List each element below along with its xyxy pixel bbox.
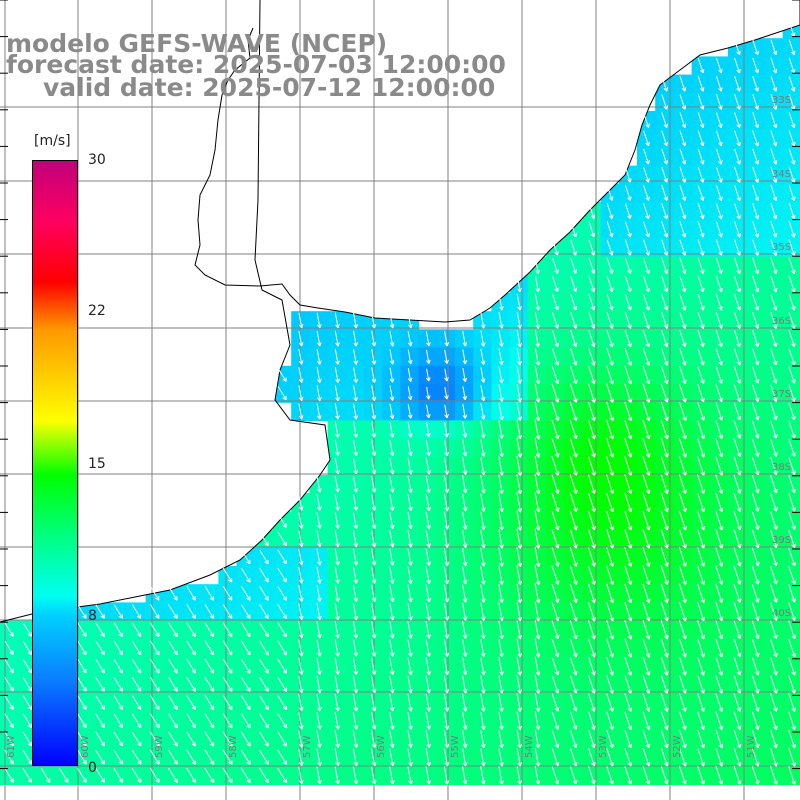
lon-label: 60W xyxy=(80,735,91,758)
lat-label: 35S xyxy=(772,242,791,253)
lat-label: 39S xyxy=(772,535,791,546)
lon-label: 59W xyxy=(154,735,165,758)
lat-label: 37S xyxy=(772,389,791,400)
valid-date: valid date: 2025-07-12 12:00:00 xyxy=(43,73,496,102)
colorbar-tick-30: 30 xyxy=(88,152,106,168)
model-title: modelo GEFS-WAVE (NCEP) xyxy=(6,29,388,58)
lat-label: 38S xyxy=(772,462,791,473)
lon-label: 57W xyxy=(302,735,313,758)
lon-label: 54W xyxy=(524,735,535,758)
lon-label: 51W xyxy=(746,735,757,758)
lon-label: 53W xyxy=(598,735,609,758)
forecast-date: forecast date: 2025-07-03 12:00:00 xyxy=(6,50,506,79)
lat-label: 36S xyxy=(772,316,791,327)
lon-label: 58W xyxy=(228,735,239,758)
land-west xyxy=(0,0,330,622)
colorbar-tick-22: 22 xyxy=(88,303,106,319)
wind-arrows xyxy=(4,21,796,785)
lon-label: 56W xyxy=(376,735,387,758)
lat-label: 40S xyxy=(772,608,791,619)
colorbar xyxy=(32,160,78,766)
coastline-west xyxy=(0,0,331,623)
colorbar-tick-15: 15 xyxy=(88,456,106,472)
lon-label: 52W xyxy=(672,735,683,758)
lon-label: 55W xyxy=(450,735,461,758)
lat-label: 34S xyxy=(772,169,791,180)
tick-marks xyxy=(0,0,800,770)
coastline-north xyxy=(194,0,800,323)
lat-label: 33S xyxy=(772,95,791,106)
colorbar-unit: [m/s] xyxy=(34,133,71,149)
lon-label: 61W xyxy=(6,735,17,758)
colorbar-tick-0: 0 xyxy=(88,760,97,776)
colorbar-tick-8: 8 xyxy=(88,608,97,624)
